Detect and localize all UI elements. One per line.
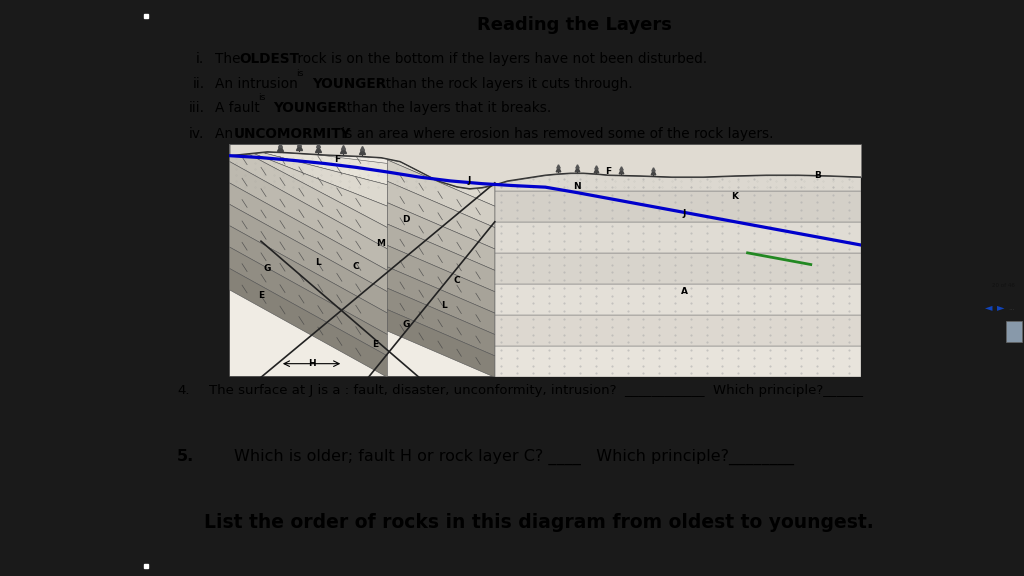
Polygon shape (387, 144, 495, 206)
Bar (495, 191, 861, 222)
Polygon shape (229, 268, 387, 377)
Text: G: G (263, 264, 271, 273)
Text: ►: ► (996, 302, 1004, 313)
Text: C: C (352, 262, 359, 271)
Text: Reading the Layers: Reading the Layers (477, 16, 672, 34)
Text: E: E (258, 291, 264, 300)
Text: The surface at J is a : fault, disaster, unconformity, intrusion?  ____________ : The surface at J is a : fault, disaster,… (209, 384, 862, 397)
Polygon shape (387, 245, 495, 313)
Text: rock is on the bottom if the layers have not been disturbed.: rock is on the bottom if the layers have… (294, 52, 708, 66)
Polygon shape (229, 144, 387, 228)
Text: 4.: 4. (177, 384, 189, 397)
Polygon shape (229, 144, 387, 206)
Polygon shape (387, 203, 495, 270)
Text: YOUNGER: YOUNGER (311, 77, 386, 91)
Bar (495, 284, 861, 315)
Text: L: L (315, 258, 321, 267)
Text: D: D (402, 215, 410, 224)
Text: ◄: ◄ (985, 302, 993, 313)
Text: is: is (296, 69, 303, 78)
Text: is: is (258, 93, 266, 103)
Text: is an area where erosion has removed some of the rock layers.: is an area where erosion has removed som… (338, 127, 774, 141)
Text: 5.: 5. (177, 449, 195, 464)
Text: than the rock layers it cuts through.: than the rock layers it cuts through. (377, 77, 632, 91)
Bar (495, 315, 861, 346)
Polygon shape (387, 267, 495, 335)
Polygon shape (387, 288, 495, 356)
Text: G: G (402, 320, 410, 329)
Polygon shape (387, 139, 495, 185)
Bar (1006, 321, 1022, 342)
Text: F: F (334, 155, 340, 164)
Text: OLDEST: OLDEST (240, 52, 299, 66)
Polygon shape (229, 144, 387, 185)
Bar (495, 346, 861, 377)
Text: M: M (377, 238, 386, 248)
Text: ii.: ii. (193, 77, 205, 91)
Text: ...: ... (1009, 305, 1015, 310)
Polygon shape (229, 247, 387, 356)
Text: B: B (814, 170, 820, 180)
Text: An: An (215, 127, 238, 141)
Text: YOUNGER: YOUNGER (273, 101, 347, 115)
Polygon shape (387, 181, 495, 249)
Text: L: L (441, 301, 447, 310)
Text: K: K (731, 192, 738, 201)
Text: iii.: iii. (188, 101, 205, 115)
Text: i.: i. (197, 52, 205, 66)
Text: A fault: A fault (215, 101, 260, 115)
Bar (495, 253, 861, 284)
Text: UNCOMORMITY: UNCOMORMITY (233, 127, 351, 141)
Text: N: N (573, 182, 581, 191)
Text: List the order of rocks in this diagram from oldest to youngest.: List the order of rocks in this diagram … (205, 513, 874, 532)
Bar (495, 222, 861, 253)
Text: The: The (215, 52, 245, 66)
Polygon shape (229, 226, 387, 335)
Text: A: A (681, 287, 688, 296)
Text: than the layers that it breaks.: than the layers that it breaks. (338, 101, 552, 115)
Polygon shape (229, 204, 387, 313)
Text: J: J (468, 176, 471, 185)
Polygon shape (229, 144, 387, 249)
Text: J: J (683, 210, 686, 218)
Text: H: H (308, 359, 315, 368)
Text: E: E (372, 340, 378, 348)
Polygon shape (387, 224, 495, 292)
Polygon shape (387, 310, 495, 377)
Polygon shape (229, 183, 387, 292)
Text: C: C (454, 275, 460, 285)
Text: An intrusion: An intrusion (215, 77, 302, 91)
Text: 20 of 46: 20 of 46 (992, 283, 1015, 289)
Polygon shape (387, 160, 495, 228)
Text: iv.: iv. (189, 127, 205, 141)
Bar (495, 164, 861, 191)
Text: F: F (605, 168, 611, 176)
Text: Which is older; fault H or rock layer C? ____   Which principle?________: Which is older; fault H or rock layer C?… (233, 449, 794, 465)
Polygon shape (229, 161, 387, 270)
